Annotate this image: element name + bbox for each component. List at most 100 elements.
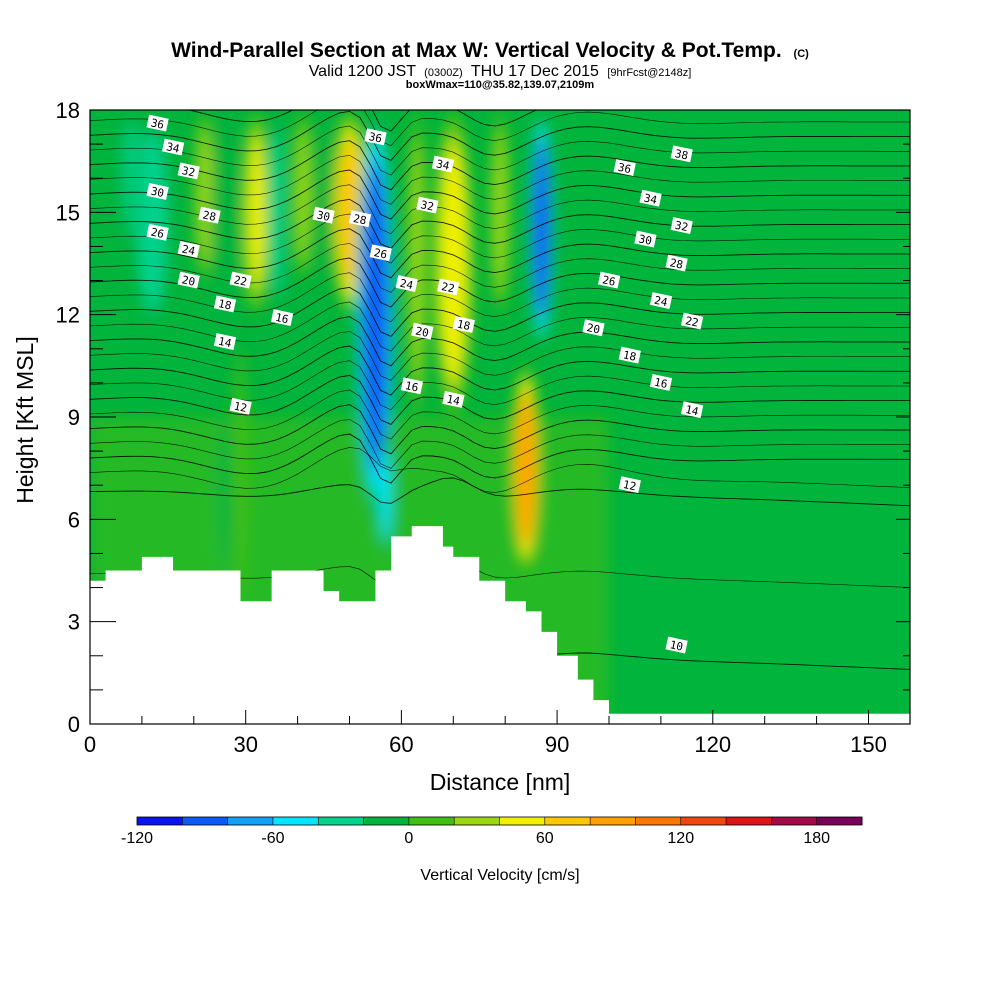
theta-contour-line <box>90 331 910 381</box>
colorbar-swatch <box>499 817 546 825</box>
colorbar-tick-label: 120 <box>667 830 694 847</box>
theta-contour-line <box>90 360 910 411</box>
chart-subtitle: Valid 1200 JST (0300Z) THU 17 Dec 2015 [… <box>309 63 692 80</box>
x-tick-label: 30 <box>233 732 257 757</box>
theta-label-box <box>618 346 641 364</box>
forecast-info: [9hrFcst@2148z] <box>607 67 691 79</box>
theta-contour-label: 12 <box>229 397 252 415</box>
theta-label-text: 16 <box>274 311 290 326</box>
y-tick-label: 9 <box>68 405 80 430</box>
theta-label-box <box>146 223 169 241</box>
theta-contour-label: 20 <box>582 319 605 337</box>
theta-contour-label: 24 <box>177 240 200 258</box>
colorbar-swatch <box>590 817 636 825</box>
y-tick-label: 3 <box>68 610 80 635</box>
theta-label-box <box>411 322 434 340</box>
theta-label-box <box>146 182 169 200</box>
theta-contour-label: 20 <box>411 322 434 340</box>
x-tick-label: 0 <box>84 732 96 757</box>
theta-label-text: 10 <box>669 638 685 653</box>
theta-label-text: 24 <box>399 277 415 293</box>
x-tick-label: 150 <box>850 732 887 757</box>
theta-label-text: 12 <box>622 478 638 493</box>
theta-contour-label: 32 <box>670 217 693 234</box>
theta-contour-label: 22 <box>229 271 252 289</box>
valid-zulu: (0300Z) <box>424 67 463 79</box>
theta-label-text: 14 <box>445 393 461 409</box>
theta-contour-line <box>90 140 910 191</box>
x-axis: 0 30 60 90 120 150 <box>84 710 887 757</box>
velocity-feature <box>516 394 536 542</box>
theta-contour-label: 30 <box>146 182 169 200</box>
y-axis-label: Height [Kft MSL] <box>12 336 38 503</box>
theta-contour-label: 18 <box>452 315 475 333</box>
chart-title-main: Wind-Parallel Section at Max W: Vertical… <box>171 39 782 62</box>
theta-label-text: 14 <box>684 403 700 419</box>
theta-contour-line <box>90 389 910 440</box>
theta-contour-line <box>90 257 910 308</box>
theta-contour-line <box>90 198 910 249</box>
theta-contour-line <box>90 433 910 484</box>
theta-label-text: 12 <box>233 400 249 415</box>
theta-label-box <box>613 159 636 176</box>
theta-label-text: 14 <box>217 335 233 351</box>
theta-contour-line <box>90 477 910 507</box>
theta-label-box <box>665 636 688 654</box>
theta-label-box <box>369 244 392 262</box>
x-axis-label: Distance [nm] <box>430 769 571 795</box>
theta-label-box <box>198 206 221 224</box>
colorbar-title: Vertical Velocity [cm/s] <box>420 867 579 884</box>
velocity-feature <box>380 447 392 540</box>
velocity-feature <box>533 143 550 316</box>
colorbar-swatch <box>680 817 727 825</box>
theta-label-box <box>177 162 200 180</box>
colorbar-swatch <box>182 817 229 825</box>
chart-title: Wind-Parallel Section at Max W: Vertical… <box>171 39 809 62</box>
theta-contour-line <box>90 169 910 220</box>
theta-label-text: 28 <box>669 256 685 271</box>
colorbar-swatch <box>635 817 682 825</box>
theta-label-box <box>146 114 169 132</box>
colorbar-swatch <box>227 817 274 825</box>
theta-contour-label: 26 <box>146 223 169 241</box>
theta-label-box <box>270 309 294 327</box>
y-tick-label: 12 <box>56 303 80 328</box>
colorbar-swatch <box>318 817 364 825</box>
theta-contour-label: 38 <box>670 145 693 163</box>
velocity-feature <box>269 127 285 297</box>
theta-label-box <box>177 271 200 289</box>
theta-contour-label: 24 <box>395 275 418 293</box>
theta-contour-label: 34 <box>161 138 185 156</box>
theta-label-box <box>665 254 688 272</box>
colorbar-swatch <box>544 817 591 825</box>
colorbar-tick-label: -120 <box>121 830 153 847</box>
theta-label-text: 24 <box>653 294 669 310</box>
theta-label-text: 18 <box>217 297 233 312</box>
velocity-feature <box>492 127 508 297</box>
velocity-feature <box>137 129 168 313</box>
theta-contour-label: 26 <box>597 271 621 289</box>
y-tick-label: 15 <box>56 200 80 225</box>
theta-contours <box>90 110 910 670</box>
theta-label-text: 22 <box>684 314 700 329</box>
theta-contour-label: 16 <box>270 309 294 327</box>
theta-label-text: 30 <box>150 185 166 200</box>
theta-contour-label: 32 <box>177 162 200 180</box>
theta-label-box <box>649 292 673 309</box>
theta-label-box <box>400 377 424 395</box>
theta-label-box <box>437 278 460 296</box>
y-tick-label: 0 <box>68 712 80 737</box>
theta-contour-label: 26 <box>369 244 392 262</box>
chart-title-suffix: (C) <box>794 48 810 60</box>
x-tick-label: 120 <box>694 732 731 757</box>
theta-label-box <box>649 373 673 391</box>
x-tick-label: 90 <box>545 732 569 757</box>
theta-label-text: 32 <box>419 198 435 213</box>
valid-date: THU 17 Dec 2015 <box>471 63 599 80</box>
theta-contour-label: 14 <box>680 401 704 419</box>
theta-label-text: 26 <box>373 246 389 261</box>
theta-contour-label: 30 <box>634 230 657 248</box>
